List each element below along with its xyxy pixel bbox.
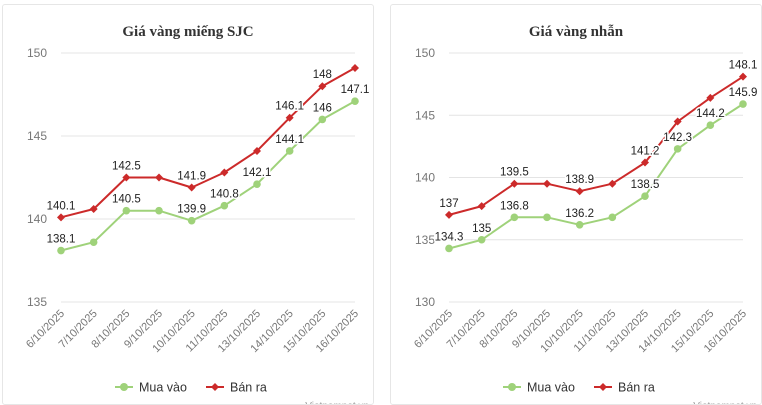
- data-point-sell[interactable]: [155, 173, 163, 182]
- legend-marker-sell[interactable]: [211, 383, 219, 391]
- series-line-buy: [448, 103, 744, 250]
- data-point-sell[interactable]: [706, 93, 715, 102]
- data-label-buy: 138.5: [631, 179, 660, 191]
- chart-panel-sjc: Giá vàng miếng SJC 135 140 145 150 6/10/2025 7…: [2, 4, 374, 405]
- data-point-buy[interactable]: [122, 206, 131, 215]
- y-tick-label: 135: [27, 295, 47, 309]
- data-point-sell[interactable]: [285, 113, 294, 122]
- data-point-buy[interactable]: [608, 213, 617, 222]
- data-label-sell: 142.5: [112, 161, 141, 173]
- data-point-buy[interactable]: [253, 180, 261, 188]
- data-point-buy[interactable]: [575, 221, 584, 229]
- data-point-sell[interactable]: [220, 168, 229, 177]
- y-tick-label: 140: [415, 171, 435, 185]
- data-label-buy: 144.2: [696, 108, 725, 120]
- chart-title: Giá vàng miếng SJC: [122, 24, 253, 40]
- data-label-sell: 148: [313, 69, 332, 81]
- y-tick-label: 130: [415, 295, 435, 309]
- data-label-buy: 134.3: [435, 231, 464, 243]
- data-label-sell: 139.5: [500, 167, 529, 179]
- data-label-sell: 146.1: [275, 101, 304, 113]
- data-label-sell: 140.1: [47, 200, 76, 212]
- data-label-buy: 139.9: [177, 204, 206, 216]
- data-point-sell[interactable]: [318, 82, 327, 91]
- data-point-sell[interactable]: [575, 187, 584, 196]
- legend-marker-buy[interactable]: [120, 383, 128, 391]
- data-point-buy[interactable]: [543, 213, 551, 222]
- data-label-sell: 138.9: [565, 174, 594, 186]
- chart-sjc: Giá vàng miếng SJC1351401451506/10/20257…: [24, 24, 371, 404]
- legend-marker-sell[interactable]: [599, 383, 607, 391]
- data-point-buy[interactable]: [285, 147, 294, 155]
- data-point-sell[interactable]: [641, 158, 649, 167]
- data-point-buy[interactable]: [187, 216, 196, 225]
- y-tick-label: 150: [415, 46, 435, 60]
- data-point-buy[interactable]: [155, 206, 163, 215]
- chart-ring: Giá vàng nhẫn1301351401451506/10/20257/1…: [412, 24, 759, 404]
- data-point-buy[interactable]: [510, 213, 519, 222]
- data-label-buy: 146: [313, 102, 332, 114]
- data-point-sell[interactable]: [673, 117, 682, 126]
- legend-label-buy[interactable]: Mua vào: [139, 381, 187, 395]
- data-label-buy: 136.8: [500, 200, 529, 212]
- source-credit: Vietnamnet.vn: [693, 401, 757, 404]
- legend-marker-buy[interactable]: [508, 383, 516, 391]
- data-point-sell[interactable]: [351, 63, 359, 72]
- data-label-buy: 136.2: [565, 208, 594, 220]
- y-tick-label: 140: [27, 212, 47, 226]
- series-line-sell: [448, 75, 744, 216]
- data-label-buy: 135: [472, 223, 491, 235]
- data-point-sell[interactable]: [122, 173, 131, 182]
- data-label-sell: 141.9: [177, 170, 206, 182]
- data-label-buy: 142.3: [663, 132, 692, 144]
- data-point-buy[interactable]: [673, 145, 682, 153]
- series-line-buy: [60, 100, 356, 252]
- data-point-sell[interactable]: [445, 210, 453, 219]
- y-tick-label: 135: [415, 233, 435, 247]
- legend-label-sell[interactable]: Bán ra: [618, 381, 655, 395]
- data-point-buy[interactable]: [318, 115, 327, 124]
- data-point-sell[interactable]: [89, 205, 98, 214]
- data-label-buy: 140.8: [210, 189, 239, 201]
- data-point-sell[interactable]: [57, 213, 65, 222]
- data-label-sell: 141.2: [631, 146, 660, 158]
- data-label-buy: 138.1: [47, 234, 76, 246]
- data-point-buy[interactable]: [220, 201, 229, 210]
- data-point-buy[interactable]: [706, 121, 715, 130]
- data-label-sell: 137: [439, 198, 458, 210]
- data-point-buy[interactable]: [351, 97, 359, 105]
- data-point-buy[interactable]: [57, 246, 65, 255]
- data-point-buy[interactable]: [641, 192, 649, 200]
- series-line-sell: [60, 67, 356, 219]
- source-credit: Vietnamnet.vn: [305, 401, 369, 404]
- data-point-buy[interactable]: [89, 238, 98, 247]
- data-point-sell[interactable]: [608, 179, 617, 188]
- data-label-sell: 148.1: [729, 60, 758, 72]
- data-point-sell[interactable]: [477, 202, 486, 211]
- data-point-sell[interactable]: [739, 72, 747, 81]
- data-label-buy: 147.1: [341, 84, 370, 96]
- data-point-buy[interactable]: [739, 100, 747, 108]
- data-label-buy: 145.9: [729, 87, 758, 99]
- data-point-buy[interactable]: [445, 244, 453, 253]
- chart-panel-ring: Giá vàng nhẫn 130 135 140 145 150 6/10/2025 7/1…: [390, 4, 762, 405]
- data-point-sell[interactable]: [543, 179, 551, 188]
- legend-label-buy[interactable]: Mua vào: [527, 381, 575, 395]
- y-tick-label: 145: [415, 108, 435, 122]
- y-tick-label: 145: [27, 129, 47, 143]
- legend-label-sell[interactable]: Bán ra: [230, 381, 267, 395]
- data-label-buy: 140.5: [112, 194, 141, 206]
- data-point-buy[interactable]: [477, 235, 486, 244]
- data-point-sell[interactable]: [253, 146, 261, 155]
- y-tick-label: 150: [27, 46, 47, 60]
- data-label-buy: 144.1: [275, 134, 304, 146]
- chart-title: Giá vàng nhẫn: [529, 24, 624, 40]
- data-label-buy: 142.1: [243, 167, 272, 179]
- data-point-sell[interactable]: [187, 183, 196, 192]
